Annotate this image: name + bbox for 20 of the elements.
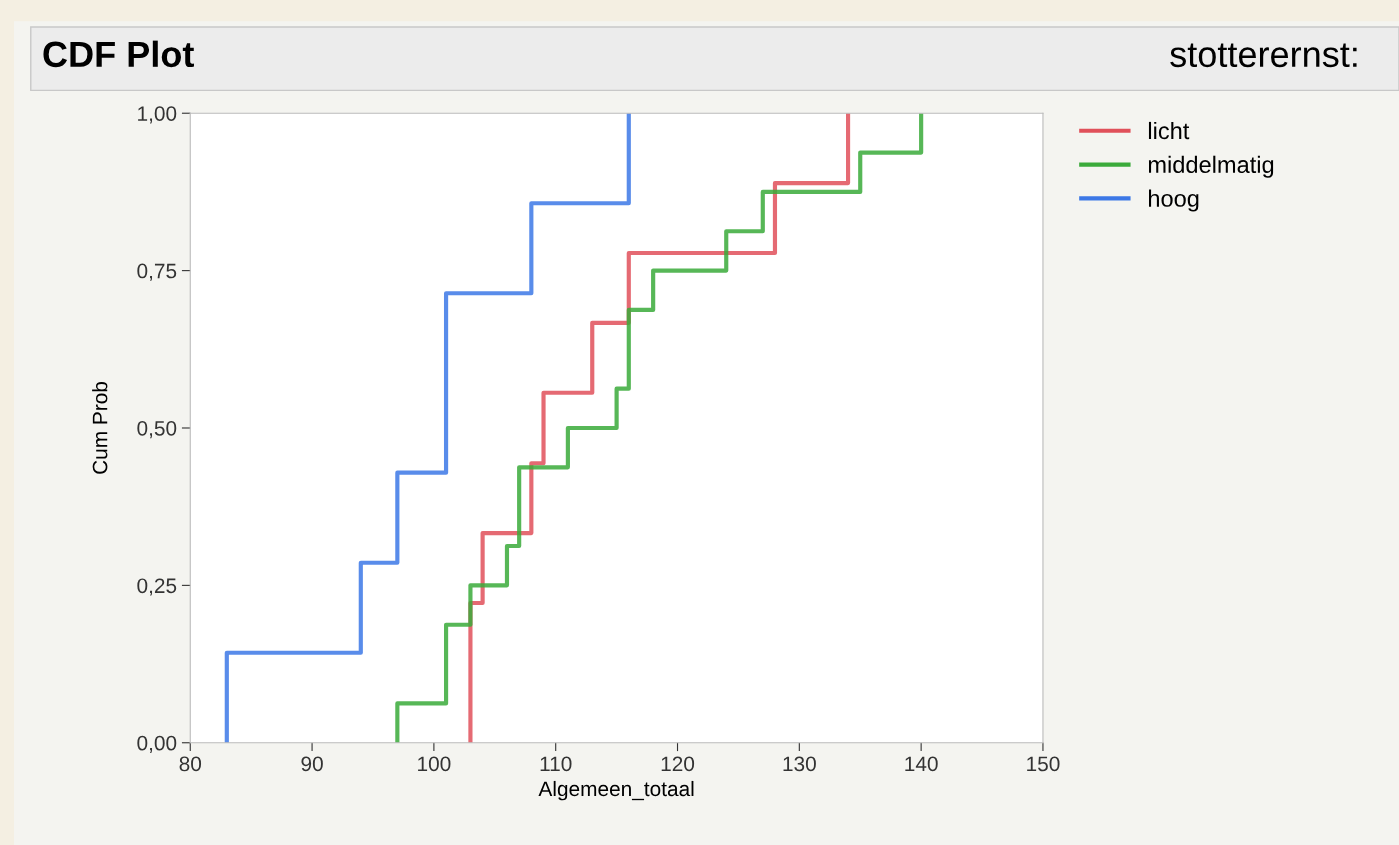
y-tick-label: 0,75: [137, 263, 177, 281]
legend-label: licht: [1148, 121, 1190, 140]
x-tick-label: 120: [661, 756, 695, 772]
y-tick-label: 0,25: [137, 578, 177, 596]
x-tick-label: 100: [418, 756, 451, 772]
x-tick-label: 110: [540, 756, 572, 772]
x-tick-label: 80: [179, 756, 202, 772]
x-tick-label: 150: [1027, 756, 1060, 772]
chart-title: CDF Plot: [43, 40, 194, 68]
x-tick-label: 140: [905, 756, 938, 772]
legend-title: stotterernst:: [1170, 43, 1357, 68]
y-tick-label: 0,50: [137, 420, 177, 439]
x-tick-label: 90: [301, 756, 323, 772]
y-tick-label: 1,00: [138, 106, 177, 124]
x-tick-label: 130: [783, 756, 816, 772]
y-tick-label: 0,00: [137, 735, 177, 753]
legend-label: hoog: [1149, 189, 1199, 212]
x-axis-title: Algemeen_totaal: [538, 780, 694, 801]
legend-label: middelmatig: [1148, 155, 1274, 178]
y-axis-title: Cum Prob: [92, 381, 108, 474]
